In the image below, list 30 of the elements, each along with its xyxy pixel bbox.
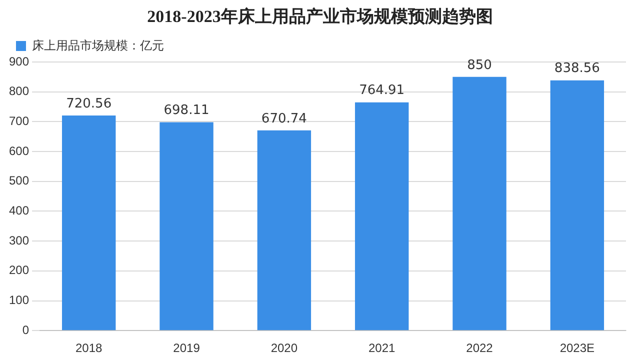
x-tick-label: 2022 <box>466 341 494 356</box>
bar <box>62 116 116 330</box>
y-tick-label: 900 <box>8 54 30 68</box>
bar <box>550 80 604 330</box>
y-tick-label: 100 <box>8 293 30 308</box>
x-tick-label: 2019 <box>173 341 200 356</box>
data-label: 698.11 <box>164 103 210 118</box>
legend-label: 床上用品市场规模：亿元 <box>32 38 164 52</box>
y-tick-label: 500 <box>8 174 30 188</box>
data-label: 838.56 <box>554 61 600 76</box>
x-tick-label: 2021 <box>368 341 396 356</box>
x-tick-label: 2018 <box>76 341 103 356</box>
y-tick-label: 800 <box>8 84 30 98</box>
x-tick-label: 2020 <box>270 341 298 356</box>
data-label: 850 <box>467 58 492 73</box>
data-label: 764.91 <box>359 83 405 98</box>
data-label: 670.74 <box>261 111 307 126</box>
chart-title: 2018-2023年床上用品产业市场规模预测趋势图 <box>146 6 494 28</box>
bar <box>452 76 506 330</box>
y-tick-label: 200 <box>8 263 30 278</box>
data-label: 720.56 <box>66 96 112 112</box>
y-tick-label: 400 <box>8 204 30 218</box>
y-tick-label: 700 <box>8 114 30 128</box>
y-tick-label: 300 <box>8 233 30 248</box>
y-tick-label: 600 <box>8 144 30 158</box>
bar <box>257 130 312 330</box>
y-tick-label: 0 <box>22 322 30 337</box>
bar <box>354 102 409 330</box>
x-tick-label: 2023E <box>560 341 595 356</box>
bar <box>160 122 214 330</box>
